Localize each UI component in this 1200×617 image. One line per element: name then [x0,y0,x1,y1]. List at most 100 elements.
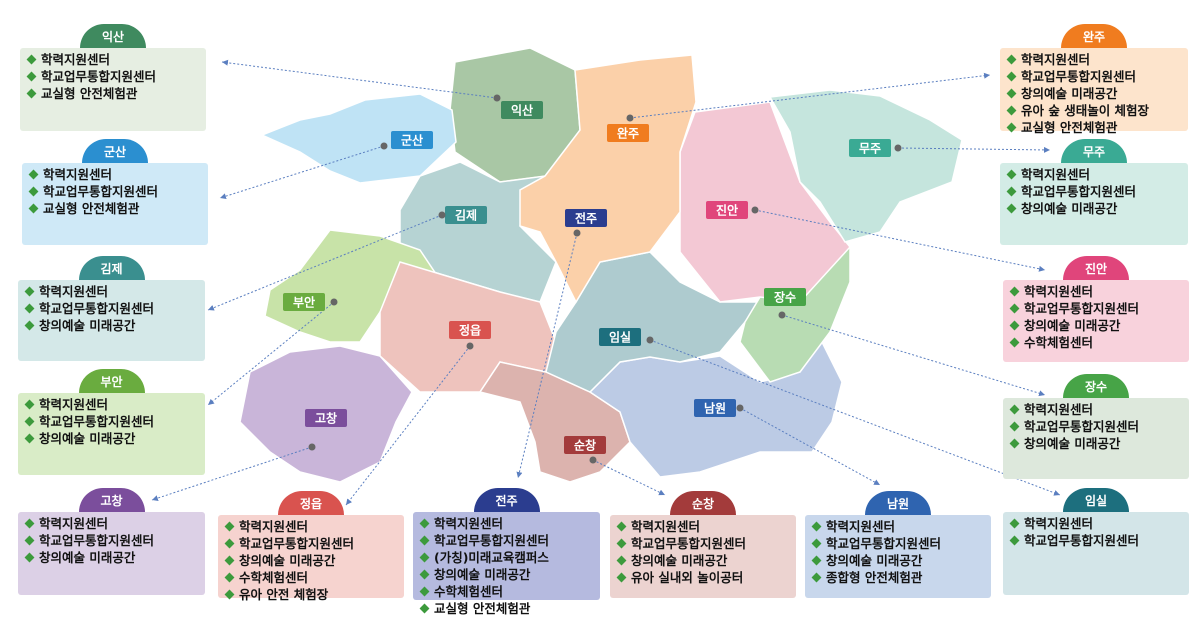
bullet-icon [224,538,235,549]
facility-item: 창의예술 미래공간 [24,549,199,566]
facility-name: 학력지원센터 [1024,516,1094,531]
card-body: 학력지원센터 학교업무통합지원센터 창의예술 미래공간 수학체험센터 [1003,280,1189,362]
facility-item: 수학체험센터 [1009,334,1183,351]
region-tag [564,436,606,454]
facility-name: 학교업무통합지원센터 [41,69,157,84]
region-tag-label: 임실 [609,330,631,345]
bullet-icon [24,552,35,563]
bullet-icon [1006,169,1017,180]
card-tab: 완주 [1061,24,1127,48]
region-tag-label: 순창 [574,438,596,453]
facility-name: 학교업무통합지원센터 [1024,419,1140,434]
facility-item: 교실형 안전체험관 [28,200,202,217]
region-tag [305,409,347,427]
bullet-icon [1006,88,1017,99]
region-tag-label: 익산 [511,103,533,118]
facility-name: 학교업무통합지원센터 [1021,184,1137,199]
facility-name: 유아 숲 생태놀이 체험장 [1021,103,1150,118]
card-body: 학력지원센터 학교업무통합지원센터 창의예술 미래공간 유아 실내외 놀이공터 [610,515,796,598]
card-body: 학력지원센터 학교업무통합지원센터 교실형 안전체험관 [20,48,206,131]
facility-name: 학교업무통합지원센터 [39,414,155,429]
facility-name: 창의예술 미래공간 [1024,318,1121,333]
bullet-icon [24,320,35,331]
facility-item: 수학체험센터 [224,569,398,586]
region-tag [449,321,491,339]
facility-name: 수학체험센터 [1024,335,1094,350]
facility-item: 창의예술 미래공간 [1009,317,1183,334]
facility-item: 학력지원센터 [24,283,199,300]
bullet-icon [28,203,39,214]
region-dot [493,94,501,102]
bullet-icon [24,399,35,410]
facility-item: 학력지원센터 [24,515,199,532]
connector [219,145,385,200]
region-dot [646,336,654,344]
facility-name: 학교업무통합지원센터 [631,536,747,551]
card-tab: 정읍 [278,491,344,515]
facility-item: 학력지원센터 [1006,166,1182,183]
bullet-icon [28,169,39,180]
facility-name: 교실형 안전체험관 [434,601,531,616]
facility-item: 창의예술 미래공간 [419,566,594,583]
facility-card: 부안 학력지원센터 학교업무통합지원센터 창의예술 미래공간 [18,369,205,475]
facility-name: 창의예술 미래공간 [1024,436,1121,451]
card-tab: 군산 [82,139,148,163]
facility-name: 학력지원센터 [1021,52,1091,67]
facility-item: 유아 안전 체험장 [224,586,398,603]
connector [592,459,666,496]
facility-item: 학교업무통합지원센터 [24,300,199,317]
facility-name: 학력지원센터 [239,519,309,534]
bullet-icon [24,286,35,297]
connector [345,345,471,506]
facility-item: 학교업무통합지원센터 [1006,183,1182,200]
region-tag-label: 전주 [575,211,597,226]
bullet-icon [616,555,627,566]
facility-item: 창의예술 미래공간 [24,430,199,447]
bullet-icon [419,586,430,597]
bullet-icon [616,538,627,549]
region-area [545,251,762,393]
connector [739,407,881,486]
bullet-icon [1006,105,1017,116]
facility-item: 유아 실내외 놀이공터 [616,569,790,586]
region-dot [751,206,759,214]
facility-item: 학력지원센터 [419,515,594,532]
bullet-icon [1006,122,1017,133]
region-tag-label: 고창 [315,411,337,426]
region-area [768,89,963,243]
connector [207,301,335,406]
region-tag-label: 장수 [774,291,796,305]
connector [897,146,1051,153]
facility-name: 학력지원센터 [1024,402,1094,417]
facility-card: 군산 학력지원센터 학교업무통합지원센터 교실형 안전체험관 [22,139,208,245]
bullet-icon [419,535,430,546]
facility-name: 수학체험센터 [434,584,504,599]
facility-item: 교실형 안전체험관 [1006,119,1182,136]
card-tab: 부안 [78,369,145,393]
card-tab: 순창 [670,491,736,515]
bullet-icon [1009,303,1020,314]
facility-item: 유아 숲 생태놀이 체험장 [1006,102,1182,119]
bullet-icon [224,572,235,583]
facility-name: 창의예술 미래공간 [826,553,923,568]
facility-name: 학력지원센터 [39,284,109,299]
region-tag [694,399,736,417]
bullet-icon [24,416,35,427]
region-tag-label: 부안 [293,295,315,310]
card-tab: 전주 [473,488,540,512]
bullet-icon [26,54,37,65]
bullet-icon [811,538,822,549]
region-dot [736,404,744,412]
region-dot [466,342,474,350]
region-tag [283,293,325,311]
facility-item: 학력지원센터 [224,518,398,535]
bullet-icon [419,518,430,529]
facility-name: (가칭)미래교육캠퍼스 [434,550,549,565]
facility-item: 창의예술 미래공간 [24,317,199,334]
facility-item: 창의예술 미래공간 [616,552,790,569]
region-dot [894,144,902,152]
facility-card: 임실 학력지원센터 학교업무통합지원센터 [1003,488,1189,595]
region-dot [778,311,786,319]
facility-item: 학교업무통합지원센터 [616,535,790,552]
